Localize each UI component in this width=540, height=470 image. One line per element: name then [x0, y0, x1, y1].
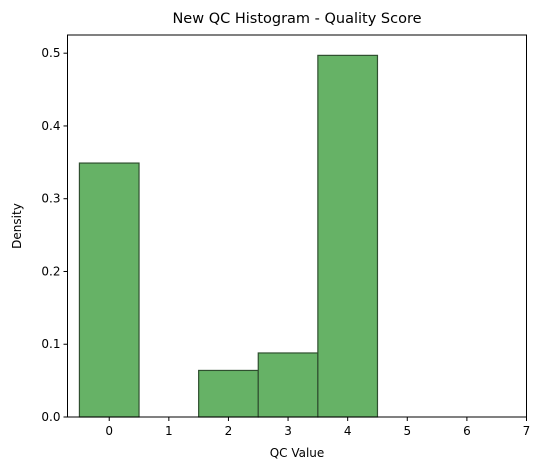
x-tick-label: 6: [463, 424, 471, 438]
histogram-bar-0: [78, 162, 140, 418]
plot-frame: [67, 34, 527, 418]
histogram-bar-3: [257, 352, 319, 418]
histogram-bar-4: [317, 54, 379, 418]
y-axis-label: Density: [10, 203, 24, 249]
histogram-bar-2: [198, 369, 259, 418]
y-tick-label: 0.4: [41, 119, 60, 133]
y-tick-label: 0.0: [41, 410, 60, 424]
x-tick-label: 4: [344, 424, 352, 438]
y-tick-label: 0.5: [41, 46, 60, 60]
x-tick-label: 0: [105, 424, 113, 438]
x-tick-label: 2: [225, 424, 233, 438]
x-tick-label: 3: [284, 424, 292, 438]
chart-title: New QC Histogram - Quality Score: [172, 11, 421, 27]
x-tick-label: 7: [523, 424, 531, 438]
y-tick-label: 0.3: [41, 192, 60, 206]
x-axis-ticks: 0 1 2 3 4 5 6 7: [105, 417, 530, 438]
x-axis-label: QC Value: [270, 446, 325, 460]
y-axis-ticks: 0.0 0.1 0.2 0.3 0.4 0.5: [41, 46, 68, 424]
x-tick-label: 5: [403, 424, 411, 438]
y-tick-label: 0.1: [41, 337, 60, 351]
bars-layer: [78, 54, 379, 418]
x-tick-label: 1: [165, 424, 173, 438]
y-tick-label: 0.2: [41, 264, 60, 278]
